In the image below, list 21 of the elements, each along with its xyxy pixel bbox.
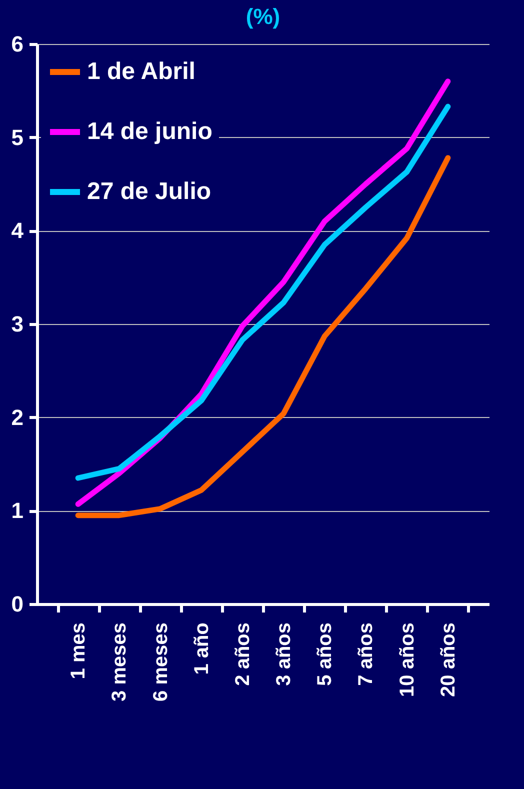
y-tick-label: 2 xyxy=(11,404,24,430)
x-tick-label: 1 año xyxy=(190,622,213,675)
x-tick-label: 7 años xyxy=(355,622,378,686)
y-tick-label: 5 xyxy=(11,124,24,150)
x-tick-label: 3 meses xyxy=(108,622,131,702)
x-tick-label: 2 años xyxy=(232,622,254,686)
x-tick-label: 20 años xyxy=(437,622,460,697)
x-tick-label: 6 meses xyxy=(150,622,172,702)
y-tick-label: 4 xyxy=(11,218,24,244)
y-tick-label: 1 xyxy=(11,498,24,524)
x-tick-label: 1 mes xyxy=(68,622,90,680)
y-tick-label: 6 xyxy=(11,32,24,56)
x-tick-label: 3 años xyxy=(273,622,296,686)
chart-title: (%) xyxy=(246,4,280,29)
x-tick-label: 10 años xyxy=(396,622,418,697)
y-tick-label: 3 xyxy=(11,312,24,336)
legend-label: 1 de Abril xyxy=(87,58,196,85)
x-tick-label: 5 años xyxy=(314,622,336,686)
legend-label: 14 de junio xyxy=(87,118,212,145)
legend-label: 27 de Julio xyxy=(87,178,212,205)
y-tick-label: 0 xyxy=(11,592,24,616)
